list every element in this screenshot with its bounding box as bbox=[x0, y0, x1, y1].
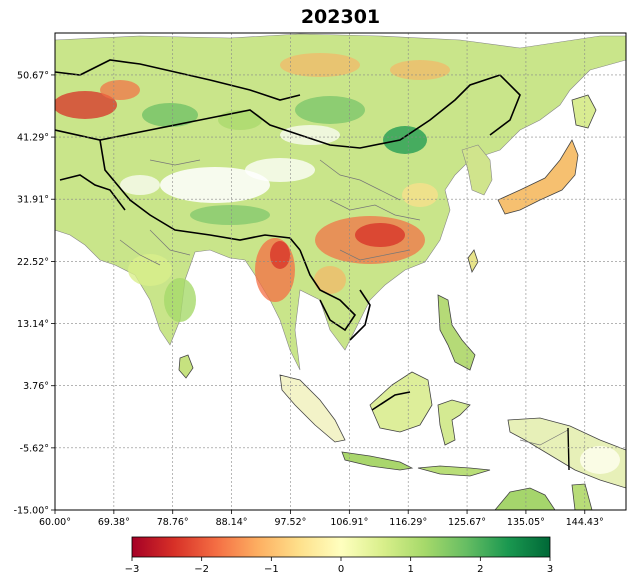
lon-tick-label: 78.76° bbox=[157, 517, 189, 528]
colorbar-gradient bbox=[131, 536, 551, 558]
lat-axis: -15.00° -5.62° 3.76° 13.14° 22.52° 31.91° 41.2… bbox=[14, 70, 55, 517]
lon-tick-label: 69.38° bbox=[98, 517, 130, 528]
colorbar-tick-label: 2 bbox=[477, 564, 483, 575]
map-title: 202301 bbox=[300, 6, 381, 28]
land-taiwan bbox=[467, 249, 479, 273]
lon-tick-label: 116.29° bbox=[389, 517, 427, 528]
gridlines bbox=[55, 33, 626, 510]
land-sumatra bbox=[279, 374, 346, 443]
country-borders bbox=[55, 59, 521, 411]
lat-tick-label: 31.91° bbox=[17, 195, 49, 206]
lon-tick-label: 60.00° bbox=[39, 517, 71, 528]
lon-tick-label: 97.52° bbox=[274, 517, 306, 528]
lat-tick-label: 41.29° bbox=[17, 133, 49, 144]
land-sulawesi bbox=[437, 399, 471, 446]
colorbar-tick-label: 1 bbox=[407, 564, 413, 575]
colorbar: −3 −2 −1 0 1 2 3 bbox=[125, 536, 553, 575]
map-frame bbox=[54, 32, 627, 511]
province-borders bbox=[119, 159, 570, 471]
colorbar-tick-label: −1 bbox=[264, 564, 279, 575]
colorbar-tick-label: −3 bbox=[125, 564, 140, 575]
land-australia bbox=[494, 487, 556, 510]
land-philippines bbox=[437, 294, 476, 371]
anomaly-patches bbox=[55, 53, 620, 474]
no-data-areas bbox=[120, 125, 340, 203]
lat-tick-label: -5.62° bbox=[20, 443, 49, 454]
lat-tick-label: -15.00° bbox=[14, 506, 49, 517]
lat-tick-label: 13.14° bbox=[17, 319, 49, 330]
land-hokkaido bbox=[571, 94, 597, 129]
lon-axis: 60.00° 69.38° 78.76° 88.14° 97.52° 106.91° 116… bbox=[39, 510, 604, 528]
lat-tick-label: 22.52° bbox=[17, 257, 49, 268]
colorbar-tick-label: −2 bbox=[194, 564, 209, 575]
land-korea bbox=[461, 144, 493, 196]
land-japan bbox=[497, 139, 579, 215]
land-asia bbox=[55, 33, 626, 371]
land-sri-lanka bbox=[178, 354, 194, 379]
lon-tick-label: 144.43° bbox=[566, 517, 604, 528]
lon-tick-label: 88.14° bbox=[216, 517, 248, 528]
lon-tick-label: 135.05° bbox=[507, 517, 545, 528]
lon-tick-label: 125.67° bbox=[448, 517, 486, 528]
colorbar-ticks: −3 −2 −1 0 1 2 3 bbox=[125, 557, 553, 575]
land-sunda bbox=[417, 465, 491, 477]
colorbar-tick-label: 0 bbox=[338, 564, 344, 575]
lon-tick-label: 106.91° bbox=[330, 517, 368, 528]
lat-tick-label: 50.67° bbox=[17, 70, 49, 81]
colorbar-tick-label: 3 bbox=[547, 564, 553, 575]
land-borneo bbox=[369, 371, 433, 433]
land-layer bbox=[55, 33, 626, 510]
land-cape-york bbox=[571, 483, 593, 510]
lat-tick-label: 3.76° bbox=[23, 381, 49, 392]
